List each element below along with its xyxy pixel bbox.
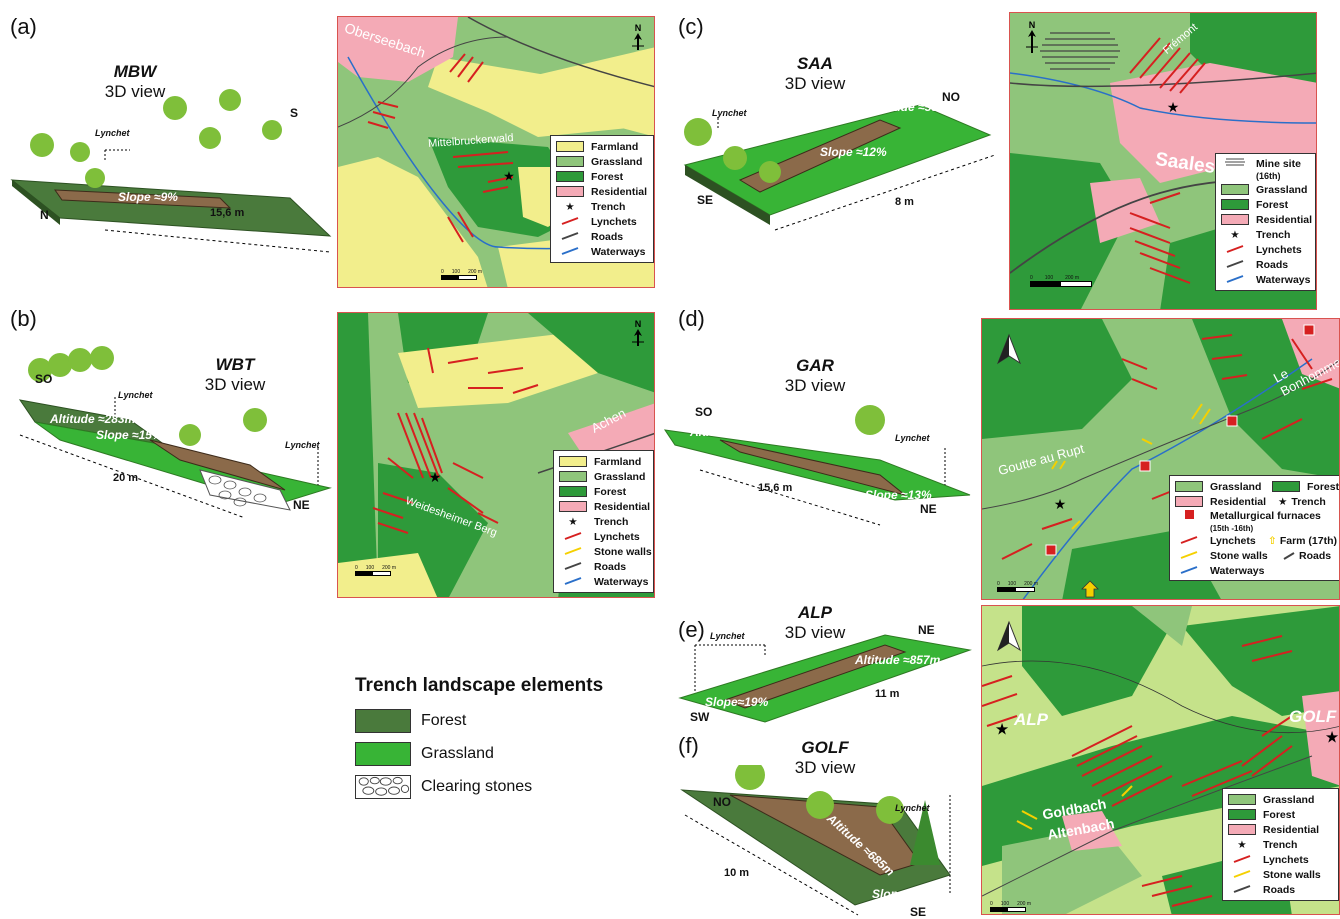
- svg-text:N: N: [635, 319, 642, 329]
- north-arrow-icon: N: [1026, 20, 1038, 53]
- direction-start: N: [40, 208, 49, 222]
- site-code: MBW: [113, 62, 157, 81]
- trench-icon: ★: [565, 200, 575, 213]
- svg-text:★: ★: [1325, 730, 1339, 747]
- block-side: [12, 180, 60, 225]
- map-saa: ★ Frémont Saales N 0 100 200 m Mine site (…: [1009, 12, 1317, 310]
- panel-label-f: (f): [678, 733, 699, 758]
- tree: [85, 168, 105, 188]
- block-diagram-mbw: [10, 89, 332, 253]
- block-diagram-alp: [678, 634, 972, 723]
- panel-label-c: (c): [678, 14, 704, 39]
- north-arrow-icon: N: [632, 319, 644, 346]
- block-diagram-saa: [683, 104, 996, 231]
- legend-saa: Mine site (16th) Grassland Forest Reside…: [1215, 153, 1316, 291]
- tree: [219, 89, 241, 111]
- length-dimension-line: [104, 229, 331, 253]
- trench-legend-clearing-stones: Clearing stones: [355, 775, 675, 799]
- site-title-alp: ALP 3D view: [784, 603, 846, 642]
- trench: [54, 189, 232, 209]
- panel-label-d: (d): [678, 306, 705, 331]
- view-label: 3D view: [104, 82, 166, 101]
- tree: [30, 133, 54, 157]
- map-mbw: ★ Oberseebach Mittelbruckerwald N 0 100 20…: [337, 16, 655, 288]
- slope-label: Slope ≈9%: [118, 190, 178, 204]
- tree: [262, 120, 282, 140]
- trench-legend-forest: Forest: [355, 709, 675, 733]
- grassland-swatch: [355, 742, 411, 766]
- scale-bar: 0 100 200 m: [990, 901, 1031, 912]
- tree: [70, 142, 90, 162]
- block-diagram-wbt: [18, 346, 332, 519]
- length-label: 15,6 m: [210, 207, 245, 219]
- map-alp-golf: ★ ★ ALP GOLF Goldbach Altenbach 0 100 200 …: [981, 605, 1340, 915]
- trench-legend-grassland: Grassland: [355, 742, 675, 766]
- north-arrow-icon: N: [632, 23, 644, 50]
- site-title-gar: GAR 3D view: [784, 356, 846, 395]
- trench-legend-title: Trench landscape elements: [355, 675, 604, 696]
- tree: [163, 96, 187, 120]
- site-title-mbw: MBW 3D view: [80, 62, 190, 102]
- scale-bar: 0 100 200 m: [441, 269, 482, 280]
- scale-bar: 0 100 200 m: [355, 565, 396, 576]
- legend-gar: Grassland Forest Residential ★ Trench Metal…: [1169, 475, 1339, 581]
- block-diagram-gar: [663, 405, 971, 526]
- legend-wbt: Farmland Grassland Forest Residential ★ T…: [553, 450, 654, 593]
- svg-text:N: N: [635, 23, 642, 33]
- site-title-golf: GOLF 3D view: [794, 738, 856, 777]
- map-wbt: ★ Achen Weidesheimer Berg N 0 100 200 m Fa…: [337, 312, 655, 598]
- svg-text:N: N: [1029, 20, 1036, 30]
- trench-landscape-legend: Trench landscape elements Forest Grassla…: [355, 675, 675, 808]
- scale-bar: 0 100 200 m: [997, 581, 1038, 592]
- map-gar: ★ Le Bonhomme Goutte au Rupt 0 100 200 m G…: [981, 318, 1340, 600]
- altitude-label: Altitude ≈352m: [210, 180, 296, 194]
- panel-label-e: (e): [678, 617, 705, 642]
- svg-text:★: ★: [503, 169, 515, 184]
- svg-text:★: ★: [429, 469, 442, 485]
- svg-text:★: ★: [1054, 496, 1067, 512]
- site-title-wbt: WBT 3D view: [204, 355, 266, 394]
- legend-mbw: Farmland Grassland Forest Residential ★ T…: [550, 135, 654, 263]
- forest-swatch: [355, 709, 411, 733]
- lynchet-label: Lynchet: [95, 128, 130, 138]
- svg-text:★: ★: [995, 722, 1009, 739]
- block-diagram-golf: [680, 765, 951, 916]
- clearing-stones-swatch: [355, 775, 411, 799]
- tree: [199, 127, 221, 149]
- legend-alp-golf: Grassland Forest Residential ★ Trench Lyn…: [1222, 788, 1339, 901]
- north-arrow-icon: [996, 333, 1022, 365]
- site-title-saa: SAA 3D view: [784, 54, 846, 93]
- panel-label-a: (a): [10, 14, 37, 39]
- panel-label-b: (b): [10, 306, 37, 331]
- svg-text:★: ★: [1167, 99, 1180, 115]
- north-arrow-icon: [996, 620, 1022, 652]
- direction-end: S: [290, 106, 299, 120]
- scale-bar: 0 100 200 m: [1030, 275, 1092, 287]
